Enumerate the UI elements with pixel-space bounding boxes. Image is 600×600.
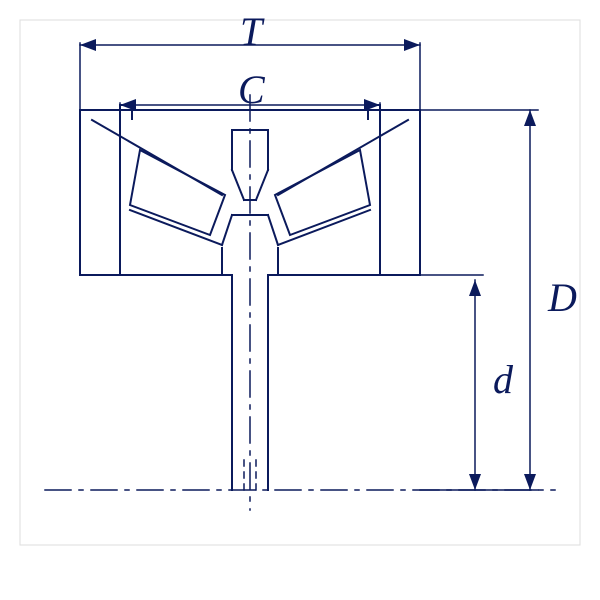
label-D: D — [548, 278, 577, 318]
label-T: T — [240, 12, 262, 52]
diagram-stage: T C D d — [0, 0, 600, 600]
label-d: d — [493, 360, 513, 400]
label-C: C — [238, 70, 265, 110]
bearing-cross-section — [0, 0, 600, 600]
